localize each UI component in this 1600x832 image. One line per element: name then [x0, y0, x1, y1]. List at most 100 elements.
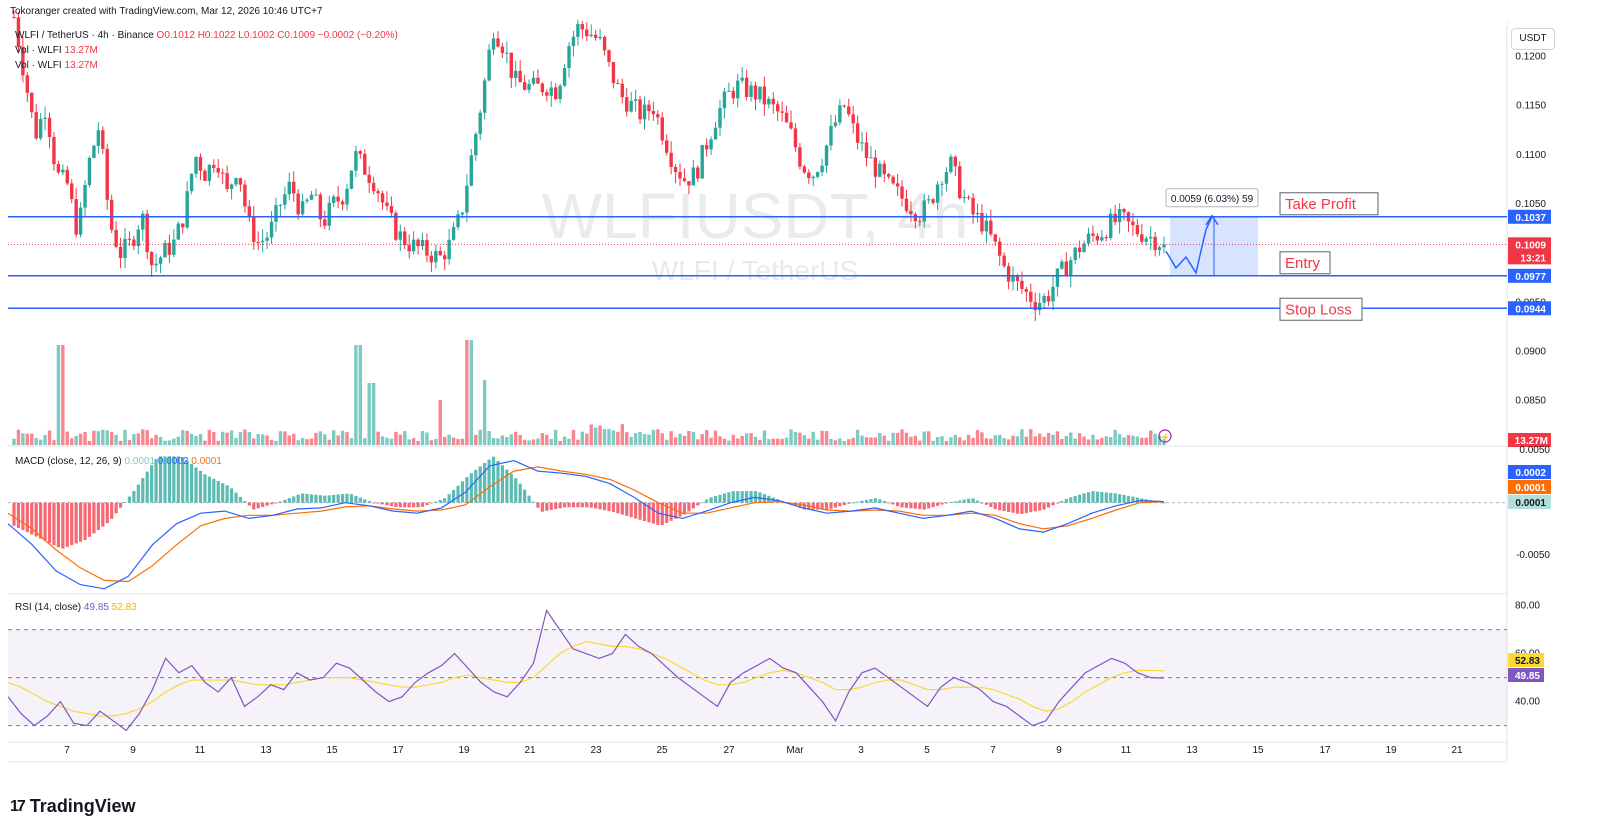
rsi-legend[interactable]: RSI (14, close) 49.85 52.83 — [15, 602, 137, 613]
macd-hist-bar — [425, 502, 429, 506]
volume-bar — [558, 440, 562, 445]
candle-body — [740, 77, 744, 81]
macd-hist-bar — [545, 502, 549, 511]
macd-hist-bar — [141, 478, 145, 503]
time-tick-label: Mar — [786, 745, 804, 756]
volume-label-2[interactable]: Vol · WLFI — [15, 60, 62, 71]
volume-bar — [469, 340, 474, 445]
macd-hist-bar — [669, 502, 673, 521]
candle-body — [909, 210, 913, 215]
volume-bar — [123, 429, 127, 445]
candle-body — [869, 157, 873, 159]
candle-body — [722, 91, 727, 109]
candle-body — [1069, 260, 1073, 277]
volume-bar — [1153, 433, 1157, 445]
time-tick-label: 23 — [590, 745, 602, 756]
candle-body — [553, 87, 558, 100]
macd-hist-bar — [309, 494, 314, 503]
candle-body — [824, 145, 829, 166]
macd-hist-bar — [349, 494, 354, 503]
volume-label[interactable]: Vol · WLFI — [15, 45, 62, 56]
volume-bar — [74, 435, 78, 445]
volume-legend-2: Vol · WLFI 13.27M — [15, 60, 98, 71]
macd-hist-bar — [1024, 502, 1028, 514]
volume-bar — [784, 437, 789, 445]
volume-bar — [34, 437, 38, 445]
candle-body — [536, 77, 540, 84]
candle-body — [1157, 247, 1162, 251]
macd-hist-bar — [838, 502, 842, 507]
macd-hist-bar — [1117, 494, 1122, 503]
volume-bar — [633, 433, 638, 445]
macd-legend[interactable]: MACD (close, 12, 26, 9) 0.0001 0.0002 0.… — [15, 456, 222, 467]
macd-hist-bar — [962, 499, 966, 503]
price-axis-label-bg — [1508, 268, 1551, 283]
volume-bar — [891, 432, 895, 445]
volume-bar — [527, 440, 531, 445]
volume-bar — [838, 438, 842, 445]
macd-hist-bar — [1055, 502, 1060, 504]
candle-body — [434, 250, 438, 263]
macd-hist-bar — [580, 502, 584, 508]
volume-bar — [83, 431, 87, 445]
macd-hist-bar — [340, 494, 345, 503]
candle-body — [793, 128, 798, 148]
candle-body — [1122, 209, 1126, 213]
volume-bar — [771, 438, 775, 445]
macd-hist-bar — [847, 502, 851, 504]
volume-bar — [944, 440, 949, 445]
macd-hist-bar — [70, 502, 74, 546]
volume-bar — [780, 438, 784, 445]
volume-bar — [585, 433, 589, 445]
volume-bar — [829, 438, 833, 445]
candle-body — [1064, 261, 1069, 277]
candle-body — [958, 166, 962, 199]
volume-bar — [172, 438, 176, 445]
volume-bar — [895, 432, 900, 445]
macd-hist-bar — [829, 502, 833, 509]
volume-bar — [296, 440, 300, 445]
volume-bar — [367, 383, 371, 445]
time-tick-label: 27 — [723, 745, 735, 756]
volume-bar — [487, 431, 491, 445]
candle-body — [114, 229, 118, 247]
candle-body — [922, 200, 926, 222]
macd-hist-bar — [127, 496, 132, 503]
macd-hist-bar — [301, 493, 305, 503]
currency-button[interactable]: USDT — [1511, 28, 1555, 50]
volume-axis-label: 13.27M — [1508, 433, 1551, 447]
macd-hist-bar — [860, 500, 864, 503]
symbol-title[interactable]: WLFI / TetherUS · 4h · Binance — [15, 30, 154, 41]
volume-bar — [833, 440, 838, 445]
time-tick-label: 15 — [1252, 745, 1264, 756]
volume-bar — [966, 434, 971, 445]
candle-body — [758, 86, 762, 100]
candle-body — [25, 75, 30, 93]
volume-bar — [980, 432, 984, 445]
macd-hist-bar — [1122, 494, 1126, 503]
price-axis-label-text: 0.1009 — [1515, 240, 1546, 251]
candle-body — [109, 199, 114, 230]
candle-body — [65, 169, 69, 184]
macd-hist-bar — [354, 495, 358, 503]
candle-body — [465, 185, 469, 213]
candle-body — [225, 173, 229, 189]
candle-body — [753, 85, 758, 100]
candle-body — [571, 36, 576, 47]
volume-bar — [864, 437, 869, 445]
candle-body — [496, 38, 500, 47]
volume-bar — [500, 435, 505, 445]
candle-body — [229, 184, 234, 189]
rsi-axis-label: 49.85 — [1508, 668, 1544, 682]
time-tick-label: 25 — [656, 745, 668, 756]
candle-body — [278, 204, 283, 206]
volume-bar — [642, 434, 647, 445]
macd-hist-bar — [30, 502, 34, 535]
tradingview-logo[interactable]: 17 TradingView — [10, 796, 136, 817]
volume-bar — [718, 436, 722, 445]
volume-bar — [993, 435, 997, 445]
volume-bar — [340, 430, 345, 445]
candle-body — [709, 139, 713, 150]
macd-hist-bar — [611, 502, 616, 513]
